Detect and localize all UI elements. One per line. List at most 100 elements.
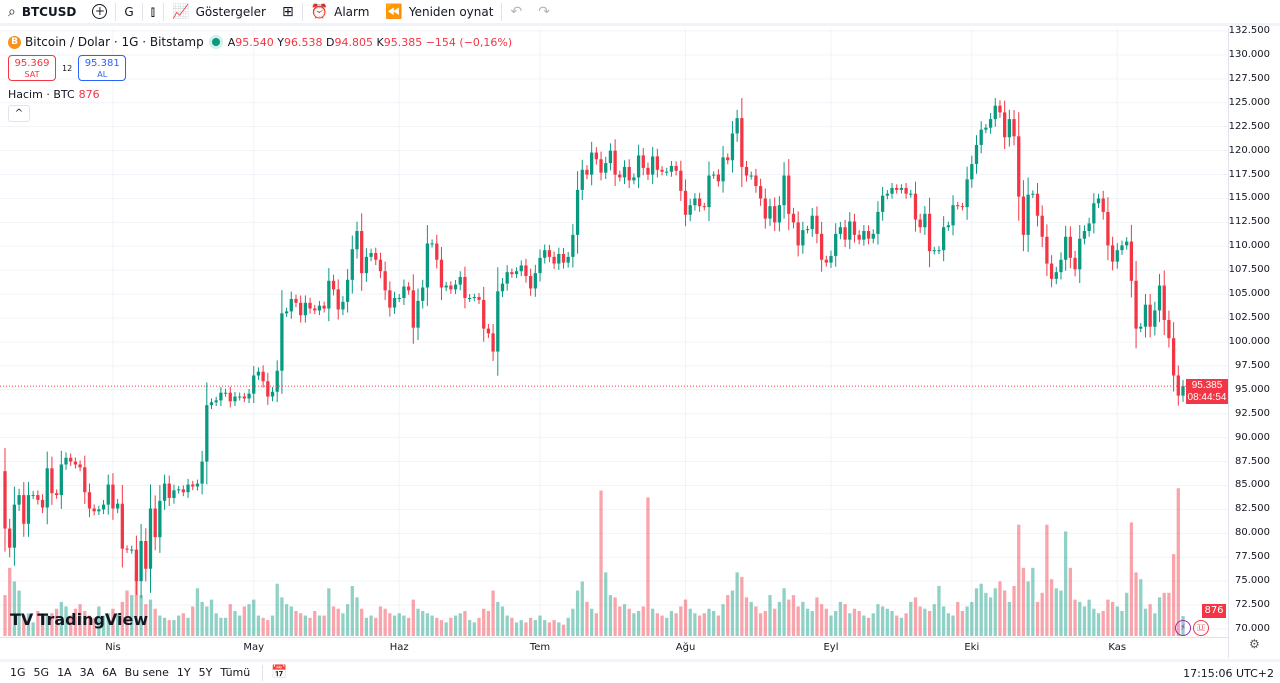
candle-body (374, 253, 378, 260)
range-button[interactable]: 1G (10, 666, 26, 679)
redo-button[interactable]: ↷ (530, 0, 558, 24)
collapse-legend-button[interactable]: ^ (8, 105, 30, 122)
chart-type-button[interactable]: ⫾ (143, 0, 163, 24)
range-button[interactable]: Tümü (220, 666, 251, 679)
tradingview-logo[interactable]: 𝗧𝗩 TradingView (10, 610, 149, 629)
volume-bar (834, 611, 838, 636)
sell-button[interactable]: 95.369 SAT (8, 55, 56, 81)
symbol-label: BTCUSD (21, 4, 77, 19)
candle-body (1139, 326, 1143, 329)
replay-button[interactable]: ⏪ Yeniden oynat (377, 0, 501, 24)
candle-body (496, 291, 500, 352)
volume-bar (1120, 611, 1124, 636)
undo-button[interactable]: ↶ (502, 0, 530, 24)
volume-bar (219, 617, 223, 636)
candle-body (885, 193, 889, 196)
price-tick-label: 130.000 (1228, 48, 1270, 60)
price-tick-label: 87.500 (1235, 455, 1270, 467)
candle-body (97, 509, 101, 512)
candle-body (317, 305, 322, 311)
volume-bar (336, 608, 340, 636)
volume-bars (3, 488, 1185, 636)
volume-bar (726, 595, 730, 636)
interval-button[interactable]: G (116, 0, 141, 24)
candle-body (604, 163, 608, 173)
candle-body (702, 206, 706, 208)
price-axis[interactable]: 132.500 130.000 127.500 125.000 122.500 120.0… (1228, 25, 1280, 658)
symbol-search-button[interactable]: ⌕ BTCUSD (0, 0, 84, 24)
layouts-button[interactable]: ⊞ (274, 0, 302, 24)
price-tick-label: 92.500 (1235, 407, 1270, 419)
candle-body (1157, 285, 1162, 311)
flash-event-icon[interactable]: ⚡ (1175, 620, 1191, 636)
volume-bar (78, 604, 82, 636)
volume-bar (22, 615, 26, 636)
volume-bar (31, 622, 35, 636)
volume-bar (139, 595, 143, 636)
volume-bar (749, 601, 753, 636)
candle-body (627, 166, 631, 181)
volume-bar (1068, 567, 1073, 636)
volume-bar (200, 601, 204, 636)
volume-bar (519, 620, 523, 636)
volume-bar (467, 620, 472, 636)
candle-body (636, 155, 641, 178)
chevron-up-icon: ^ (14, 108, 24, 119)
volume-bar (1007, 601, 1011, 636)
range-button[interactable]: 6A (102, 666, 117, 679)
goto-date-icon[interactable]: 📅 (271, 665, 288, 680)
volume-bar (299, 613, 303, 636)
indicators-button[interactable]: 📈 Göstergeler (164, 0, 274, 24)
volume-bar (162, 617, 167, 636)
volume-bar (913, 597, 918, 636)
volume-bar (360, 608, 364, 636)
candle-body (242, 396, 246, 399)
volume-bar (209, 599, 214, 636)
candle-body (392, 298, 397, 308)
price-chart[interactable] (0, 0, 1228, 637)
range-button[interactable]: 1A (57, 666, 72, 679)
candle-body (1082, 231, 1087, 239)
tradingview-logo-icon: 𝗧𝗩 (10, 610, 34, 629)
volume-bar (120, 601, 124, 636)
candle-body (444, 285, 448, 288)
candle-body (134, 549, 139, 582)
volume-bar (425, 613, 430, 636)
volume-bar (496, 601, 500, 636)
range-button[interactable]: 5G (33, 666, 50, 679)
candle-body (106, 484, 110, 505)
candle-body (186, 484, 190, 493)
range-button[interactable]: Bu sene (124, 666, 169, 679)
volume-bar (1162, 592, 1166, 636)
clock[interactable]: 17:15:06 UTC+2 (1183, 667, 1274, 680)
search-icon: ⌕ (8, 3, 16, 20)
candle-body (697, 198, 702, 207)
range-button[interactable]: 1Y (176, 666, 191, 679)
range-button[interactable]: 3A (79, 666, 95, 679)
chart-grid (0, 28, 1228, 637)
volume-bar (256, 615, 261, 636)
range-button[interactable]: 5Y (198, 666, 213, 679)
time-axis[interactable]: Nis May Haz Tem Ağu Eyl Eki Kas (0, 637, 1228, 657)
volume-bar (716, 615, 721, 636)
volume-bar (3, 595, 7, 636)
bottom-toolbar: 1G 5G 1A 3A 6A Bu sene 1Y 5Y Tümü 📅 17:15:06 UTC… (0, 659, 1280, 683)
volume-legend: Hacim · BTC 876 (8, 88, 100, 101)
candle-body (167, 483, 171, 498)
candle-body (618, 174, 622, 178)
volume-bar (683, 599, 688, 636)
candle-body (275, 370, 279, 392)
candle-body (984, 127, 988, 130)
candles-icon: ⫾ (150, 3, 156, 20)
legend-title[interactable]: Bitcoin / Dolar · 1G · Bitstamp (25, 35, 204, 49)
alarm-button[interactable]: ⏰ Alarm (303, 0, 378, 24)
candle-body (655, 156, 660, 170)
current-price-tag: 95.385 08:44:54 (1186, 379, 1228, 404)
settings-gear-icon[interactable]: ⚙ (1249, 637, 1260, 651)
buy-button[interactable]: 95.381 AL (78, 55, 127, 81)
candle-body (1045, 236, 1049, 264)
volume-bar (331, 606, 336, 636)
us-economic-event-icon[interactable]: 🇺 (1193, 620, 1209, 636)
volume-bar (636, 611, 641, 636)
compare-symbol-button[interactable]: + (84, 0, 115, 24)
